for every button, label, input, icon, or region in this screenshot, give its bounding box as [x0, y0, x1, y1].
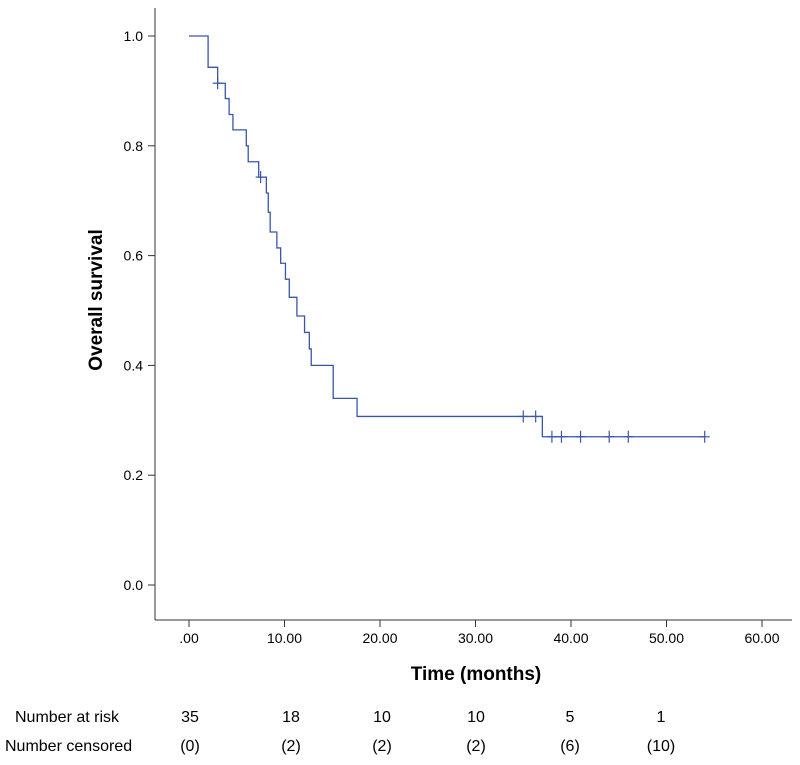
risk-censored-value: (2): [372, 738, 392, 755]
risk-at-risk-label: Number at risk: [15, 709, 120, 726]
x-axis-title: Time (months): [411, 664, 542, 685]
x-tick-label: 30.00: [458, 630, 493, 646]
censor-mark: [546, 430, 557, 443]
censor-mark: [623, 430, 634, 443]
x-tick-label: .00: [179, 630, 199, 646]
censor-marks: [212, 77, 710, 443]
risk-table-values: 35 18 10 10 5 1 (0) (2) (2) (2) (6) (10): [180, 709, 675, 755]
censor-mark: [604, 430, 615, 443]
y-tick-label: 0.6: [124, 248, 144, 264]
x-axis-ticks: .00 10.00 20.00 30.00 40.00 50.00 60.00: [179, 620, 780, 646]
risk-censored-value: (0): [180, 738, 200, 755]
risk-censored-value: (10): [647, 738, 675, 755]
y-tick-label: 0.8: [124, 138, 144, 154]
km-curve-group: [189, 35, 710, 443]
x-tick-label: 20.00: [362, 630, 397, 646]
y-tick-label: 1.0: [124, 28, 144, 44]
x-tick-label: 10.00: [267, 630, 302, 646]
risk-censored-label: Number censored: [5, 738, 132, 755]
y-tick-label: 0.4: [124, 357, 144, 373]
y-tick-label: 0.0: [124, 577, 144, 593]
risk-censored-value: (2): [466, 738, 486, 755]
y-tick-label: 0.2: [124, 467, 144, 483]
x-tick-label: 40.00: [553, 630, 588, 646]
censor-mark: [530, 410, 541, 423]
x-tick-label: 50.00: [649, 630, 684, 646]
km-survival-line: [189, 35, 705, 438]
risk-censored-value: (6): [560, 738, 580, 755]
risk-censored-value: (2): [281, 738, 301, 755]
censor-mark: [518, 410, 529, 423]
x-tick-label: 60.00: [744, 630, 779, 646]
censor-mark: [212, 77, 223, 90]
censor-mark: [255, 171, 266, 184]
censor-mark: [699, 430, 710, 443]
censor-mark: [575, 430, 586, 443]
risk-at-risk-value: 18: [282, 709, 300, 726]
risk-at-risk-value: 10: [467, 709, 485, 726]
risk-at-risk-value: 5: [566, 709, 575, 726]
risk-at-risk-value: 10: [373, 709, 391, 726]
risk-at-risk-value: 1: [657, 709, 666, 726]
y-axis-title: Overall survival: [86, 229, 107, 371]
censor-mark: [556, 430, 567, 443]
y-axis-ticks: 0.0 0.2 0.4 0.6 0.8 1.0: [124, 28, 155, 593]
risk-at-risk-value: 35: [181, 709, 199, 726]
